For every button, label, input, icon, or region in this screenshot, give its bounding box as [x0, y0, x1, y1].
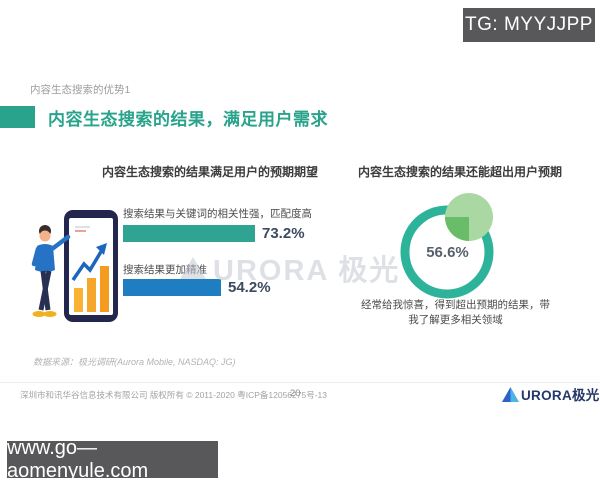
person-with-phone-illustration	[31, 210, 118, 322]
pie-wedge	[445, 217, 469, 241]
caption-line: 经常给我惊喜，得到超出预期的结果，带	[361, 299, 550, 311]
page-title: 内容生态搜索的结果，满足用户需求	[48, 110, 328, 129]
aurora-logo-text: URORA极光	[521, 388, 600, 403]
caption-line: 我了解更多相关领域	[408, 314, 503, 326]
donut-chart	[400, 193, 494, 299]
person-body	[35, 244, 55, 272]
bar-category-label: 搜索结果与关键词的相关性强，匹配度高	[123, 208, 312, 220]
hbar	[123, 224, 255, 242]
footer-divider	[0, 382, 600, 383]
page-number: 20	[290, 388, 301, 399]
phone-bar-1	[74, 288, 83, 312]
bar-chart-title: 内容生态搜索的结果满足用户的预期期望	[101, 165, 318, 179]
phone-bar-2	[87, 278, 96, 312]
person-head	[39, 230, 51, 242]
person-leg	[38, 270, 52, 311]
website-badge: www.go—aomenyule.com	[7, 437, 218, 480]
footer-copyright: 深圳市和讯华谷信息技术有限公司 版权所有 © 2011-2020 粤ICP备12…	[20, 390, 328, 400]
title-accent-square	[0, 106, 35, 128]
hbar	[123, 278, 221, 296]
phone-bar-3	[100, 266, 109, 312]
donut-value-label: 56.6%	[426, 244, 469, 261]
aurora-logo: URORA极光	[502, 384, 600, 404]
slide-eyebrow: 内容生态搜索的优势1	[30, 84, 131, 96]
donut-caption: 经常给我惊喜，得到超出预期的结果，带 我了解更多相关领域	[338, 298, 573, 328]
bar-category-label: 搜索结果更加精准	[123, 264, 207, 276]
aurora-logo-icon	[502, 386, 519, 402]
bar-row: 54.2%	[123, 278, 271, 296]
person-arm-pointing	[49, 234, 71, 252]
donut-chart-title: 内容生态搜索的结果还能超出用户预期	[357, 165, 562, 179]
website-text: www.go—aomenyule.com	[7, 436, 149, 480]
tg-contact-badge: TG: MYYJJPP	[463, 8, 595, 42]
person-shoe	[32, 311, 46, 317]
person-shoe	[43, 311, 57, 317]
growth-arrow-icon	[71, 249, 104, 281]
bar-value-label: 73.2%	[262, 224, 305, 242]
bar-value-label: 54.2%	[228, 278, 271, 296]
bar-row: 73.2%	[123, 224, 305, 242]
tg-contact-text: TG: MYYJJPP	[465, 14, 593, 35]
data-source-note: 数据来源：极光调研(Aurora Mobile, NASDAQ: JG)	[33, 357, 236, 367]
